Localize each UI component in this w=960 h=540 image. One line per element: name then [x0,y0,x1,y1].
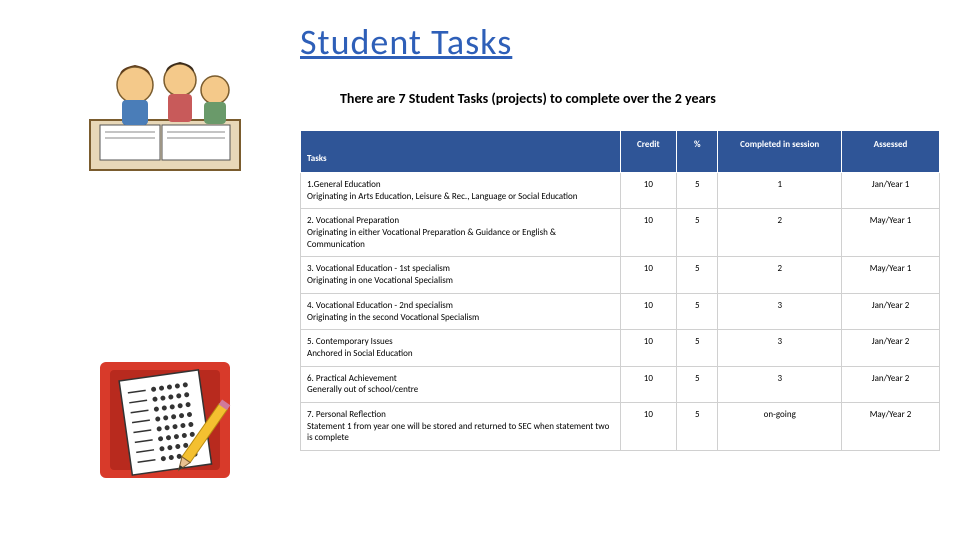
credit-cell: 10 [620,330,677,366]
session-cell: 3 [718,330,842,366]
task-title: 6. Practical Achievement [307,373,614,385]
credit-cell: 10 [620,293,677,329]
credit-cell: 10 [620,402,677,450]
students-studying-clipart [80,40,250,180]
task-cell: 7. Personal Reflection Statement 1 from … [301,402,621,450]
task-title: 5. Contemporary Issues [307,336,614,348]
tasks-table: Tasks Credit % Completed in session Asse… [300,130,940,451]
assessed-cell: May/Year 2 [842,402,940,450]
assessed-cell: Jan/Year 2 [842,330,940,366]
session-cell: 2 [718,257,842,293]
assessed-cell: Jan/Year 1 [842,173,940,209]
task-subtitle: Originating in the second Vocational Spe… [307,312,614,324]
task-subtitle: Originating in either Vocational Prepara… [307,227,614,250]
table-row: 1.General Education Originating in Arts … [301,173,940,209]
percent-cell: 5 [677,402,718,450]
task-cell: 3. Vocational Education - 1st specialism… [301,257,621,293]
percent-cell: 5 [677,257,718,293]
col-header-percent: % [677,131,718,173]
table-row: 2. Vocational Preparation Originating in… [301,209,940,257]
assessed-cell: May/Year 1 [842,257,940,293]
task-title: 4. Vocational Education - 2nd specialism [307,300,614,312]
table-row: 4. Vocational Education - 2nd specialism… [301,293,940,329]
session-cell: 3 [718,366,842,402]
assessed-cell: May/Year 1 [842,209,940,257]
title-area: Student Tasks [300,20,512,64]
session-cell: 2 [718,209,842,257]
students-clipart-icon [80,40,250,180]
slide: Student Tasks There are 7 Student Tasks … [0,0,960,540]
task-title: 7. Personal Reflection [307,409,614,421]
task-title: 3. Vocational Education - 1st specialism [307,263,614,275]
task-cell: 6. Practical Achievement Generally out o… [301,366,621,402]
tasks-table-container: Tasks Credit % Completed in session Asse… [300,130,940,451]
task-subtitle: Generally out of school/centre [307,384,614,396]
task-cell: 4. Vocational Education - 2nd specialism… [301,293,621,329]
percent-cell: 5 [677,173,718,209]
subtitle-text: There are 7 Student Tasks (projects) to … [340,90,716,107]
assessed-cell: Jan/Year 2 [842,293,940,329]
table-body: 1.General Education Originating in Arts … [301,173,940,451]
page-title: Student Tasks [300,20,512,64]
credit-cell: 10 [620,209,677,257]
col-header-session: Completed in session [718,131,842,173]
task-cell: 1.General Education Originating in Arts … [301,173,621,209]
table-row: 7. Personal Reflection Statement 1 from … [301,402,940,450]
task-cell: 2. Vocational Preparation Originating in… [301,209,621,257]
credit-cell: 10 [620,257,677,293]
task-subtitle: Originating in one Vocational Specialism [307,275,614,287]
checklist-clipart-icon [80,350,250,490]
task-subtitle: Statement 1 from year one will be stored… [307,421,614,444]
session-cell: 3 [718,293,842,329]
credit-cell: 10 [620,173,677,209]
col-header-tasks: Tasks [301,131,621,173]
task-subtitle: Originating in Arts Education, Leisure &… [307,191,614,203]
session-cell: on-going [718,402,842,450]
table-row: 5. Contemporary Issues Anchored in Socia… [301,330,940,366]
col-header-assessed: Assessed [842,131,940,173]
task-subtitle: Anchored in Social Education [307,348,614,360]
table-row: 3. Vocational Education - 1st specialism… [301,257,940,293]
session-cell: 1 [718,173,842,209]
percent-cell: 5 [677,209,718,257]
assessed-cell: Jan/Year 2 [842,366,940,402]
task-cell: 5. Contemporary Issues Anchored in Socia… [301,330,621,366]
credit-cell: 10 [620,366,677,402]
percent-cell: 5 [677,330,718,366]
task-title: 2. Vocational Preparation [307,215,614,227]
table-header-row: Tasks Credit % Completed in session Asse… [301,131,940,173]
test-checklist-clipart [80,350,250,490]
task-title: 1.General Education [307,179,614,191]
col-header-credit: Credit [620,131,677,173]
percent-cell: 5 [677,366,718,402]
table-row: 6. Practical Achievement Generally out o… [301,366,940,402]
percent-cell: 5 [677,293,718,329]
